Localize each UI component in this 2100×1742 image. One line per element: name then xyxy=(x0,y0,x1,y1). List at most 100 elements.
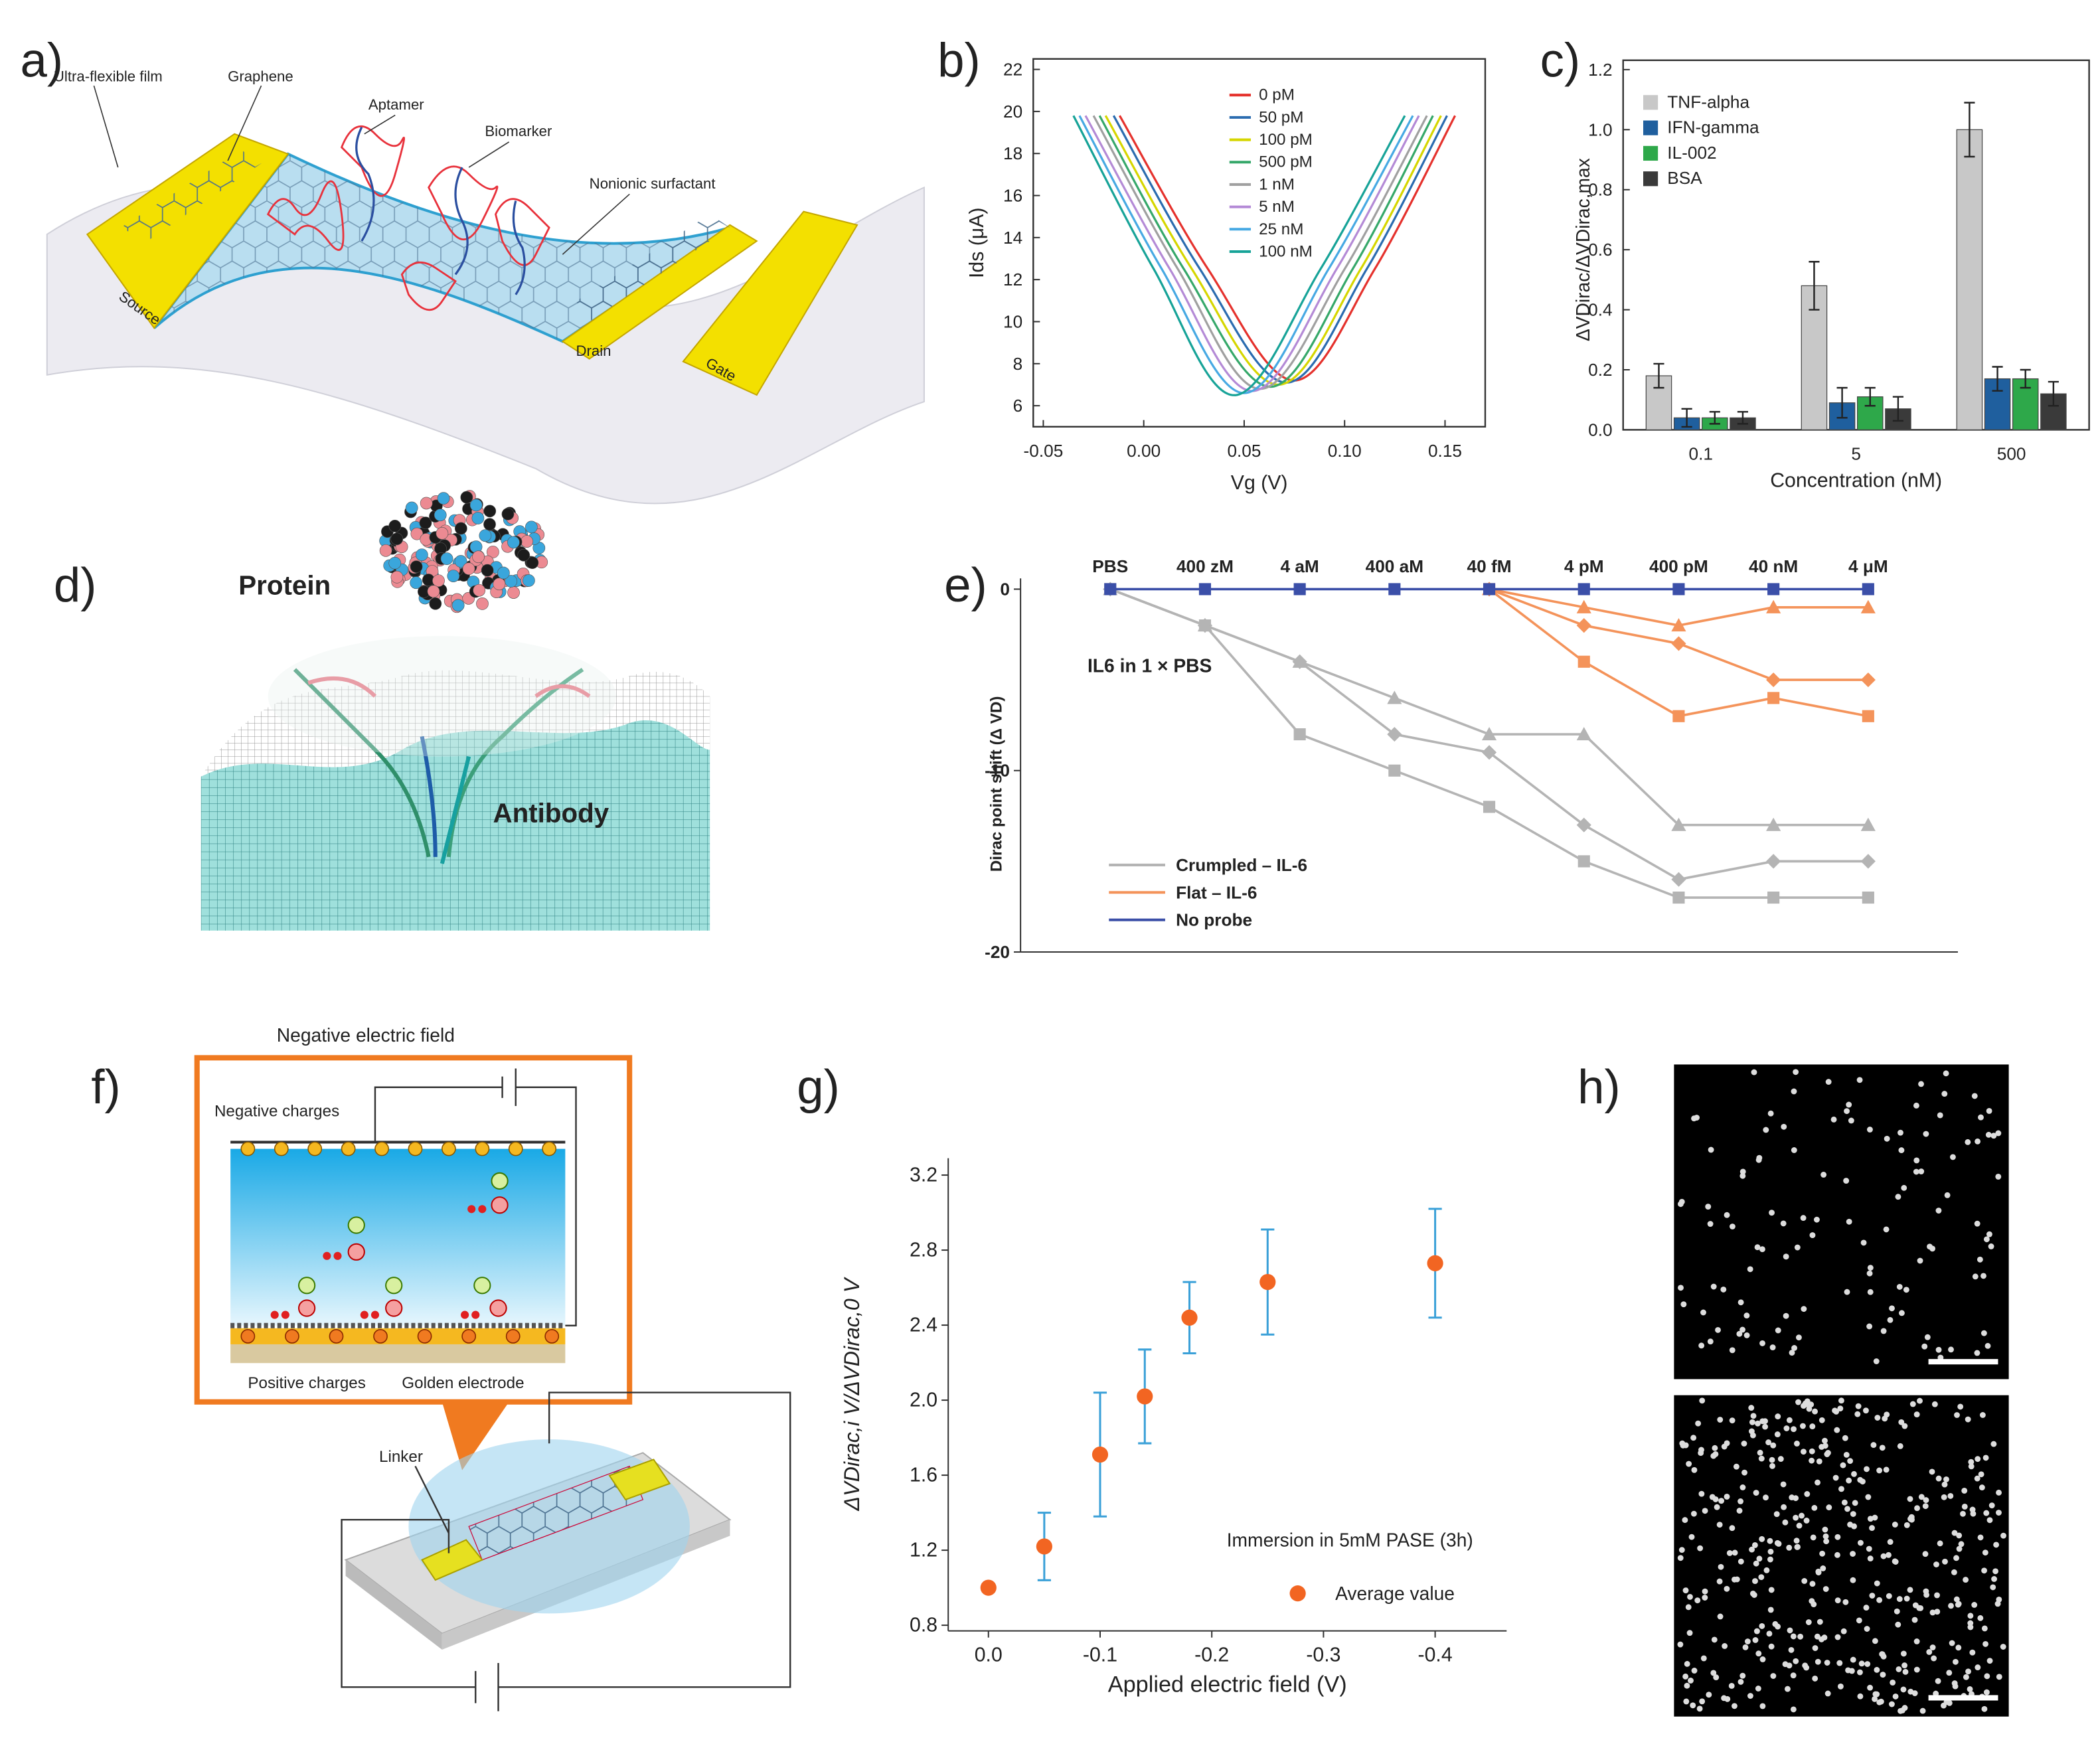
particle xyxy=(1680,1301,1687,1308)
particle xyxy=(1683,1698,1690,1705)
particle xyxy=(1822,1437,1828,1444)
particle xyxy=(1801,1449,1807,1455)
particle xyxy=(1837,1683,1844,1690)
particle xyxy=(1739,1168,1746,1175)
legend-swatch xyxy=(1643,145,1658,161)
particle xyxy=(1712,1445,1718,1451)
y-tick-label: 0.0 xyxy=(1588,420,1612,439)
protein-bead xyxy=(517,548,530,562)
annotation: IL6 in 1 × PBS xyxy=(1088,655,1212,676)
particle xyxy=(1880,1672,1886,1678)
particle xyxy=(1789,1350,1795,1356)
particle xyxy=(1917,1257,1923,1264)
particle xyxy=(1990,1584,1996,1591)
y-tick-label: 2.4 xyxy=(910,1314,937,1336)
particle xyxy=(1724,1493,1730,1500)
particle xyxy=(1942,1558,1948,1565)
particle xyxy=(1984,1342,1991,1349)
particle xyxy=(1972,1273,1979,1280)
particle xyxy=(1695,1420,1702,1427)
particle xyxy=(1968,1463,1975,1470)
particle xyxy=(1974,1350,1980,1356)
protein-bead xyxy=(471,512,485,524)
particle xyxy=(1758,1455,1765,1462)
particle xyxy=(1741,1469,1747,1476)
marker xyxy=(1767,692,1780,704)
y-tick-label: 8 xyxy=(1013,354,1023,374)
protein-cluster xyxy=(379,490,548,613)
particle xyxy=(1898,1419,1905,1425)
particle xyxy=(1841,1499,1848,1506)
particle xyxy=(1941,1481,1948,1488)
particle xyxy=(1783,1253,1789,1260)
gate-electrode xyxy=(682,210,858,396)
particle xyxy=(1754,1244,1761,1251)
particle xyxy=(1763,1127,1769,1133)
particle xyxy=(1811,1504,1818,1511)
protein-bead xyxy=(437,492,450,505)
protein-bead xyxy=(501,507,515,520)
particle xyxy=(1690,1702,1696,1709)
particle xyxy=(1900,1650,1907,1657)
protein-bead xyxy=(487,546,499,558)
particle xyxy=(1943,1070,1949,1077)
y-tick-label: 12 xyxy=(1003,270,1022,289)
marker xyxy=(1766,817,1781,831)
y-tick-label: 14 xyxy=(1003,228,1022,248)
particle xyxy=(1716,1578,1723,1585)
particle xyxy=(1953,1596,1960,1603)
particle xyxy=(1796,1334,1802,1341)
marker xyxy=(1387,726,1402,742)
particle xyxy=(1978,1114,1984,1121)
graphene-strip xyxy=(120,149,262,242)
particle xyxy=(1706,1692,1712,1698)
particle xyxy=(1749,1419,1755,1425)
particle xyxy=(1929,1609,1936,1616)
particle xyxy=(1872,1691,1879,1698)
particle xyxy=(1937,1540,1943,1547)
electrolyte xyxy=(230,1148,566,1326)
particle xyxy=(1937,1112,1943,1119)
particle xyxy=(1809,1448,1815,1455)
particle xyxy=(1822,1533,1829,1540)
particle xyxy=(1876,1597,1883,1603)
protein-bead xyxy=(432,574,445,588)
panel-d-illustration: Protein Antibody xyxy=(201,490,710,931)
error-bar xyxy=(1964,102,1975,158)
particle xyxy=(1850,1577,1856,1583)
particle xyxy=(1801,1306,1807,1312)
particle xyxy=(1805,1619,1812,1625)
particle xyxy=(1866,1127,1873,1133)
marker xyxy=(1483,801,1496,813)
negative-charges xyxy=(240,1141,557,1156)
particle xyxy=(1678,1198,1685,1205)
y-tick-label: 20 xyxy=(1003,102,1022,121)
particle xyxy=(1736,1508,1743,1514)
particle xyxy=(1788,1646,1795,1653)
particle xyxy=(1755,1686,1761,1692)
particle xyxy=(1982,1455,1989,1461)
particle xyxy=(1751,1069,1757,1075)
graphene-lattice xyxy=(154,153,730,342)
particle xyxy=(1978,1471,1984,1478)
category-label: 40 nM xyxy=(1749,556,1798,576)
particle xyxy=(1716,1522,1723,1528)
particle xyxy=(1739,1172,1746,1179)
y-tick-label: 1.0 xyxy=(1588,119,1612,139)
particle xyxy=(1787,1627,1793,1634)
particle xyxy=(1830,1116,1837,1123)
particle xyxy=(1717,1417,1724,1423)
particle xyxy=(1907,1587,1913,1593)
particle xyxy=(1819,1550,1826,1557)
panel-a-illustration: Ultra-flexible film Graphene Aptamer Bio… xyxy=(46,68,925,505)
y-tick-label: -10 xyxy=(985,761,1010,781)
label: Biomarker xyxy=(485,123,552,139)
particle xyxy=(1838,1486,1844,1492)
particle xyxy=(1988,1502,1995,1509)
particle xyxy=(1979,1412,1986,1418)
particle xyxy=(1752,1637,1759,1643)
particle xyxy=(1786,1662,1793,1669)
particle xyxy=(1898,1147,1905,1154)
protein-bead xyxy=(379,544,392,557)
y-tick-label: 0.4 xyxy=(1588,300,1612,320)
